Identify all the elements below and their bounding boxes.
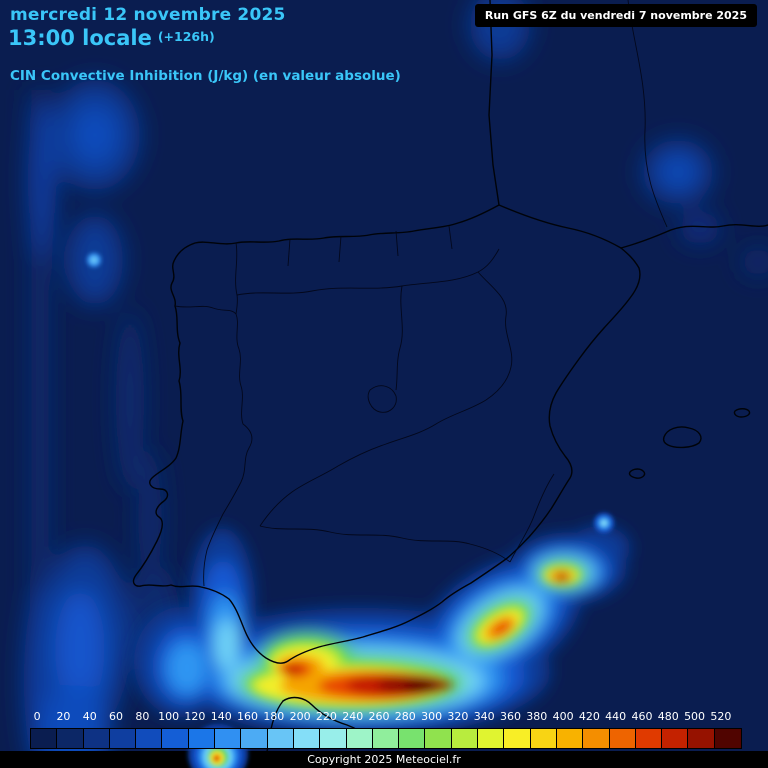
legend-label: 400 — [552, 710, 574, 723]
legend-swatch — [241, 729, 268, 748]
internal-borders — [174, 0, 668, 587]
time-line: 13:00 locale (+126h) — [8, 26, 215, 50]
legend-label: 220 — [315, 710, 337, 723]
legend-swatch — [31, 729, 58, 748]
legend-swatch — [320, 729, 347, 748]
legend-label: 0 — [33, 710, 41, 723]
date-line: mercredi 12 novembre 2025 — [10, 5, 286, 25]
legend-swatch — [162, 729, 189, 748]
cin-small-spot-west — [87, 253, 101, 267]
copyright-bar: Copyright 2025 Meteociel.fr — [0, 751, 768, 768]
legend-label: 340 — [473, 710, 495, 723]
legend-swatch — [215, 729, 242, 748]
legend-label: 80 — [135, 710, 150, 723]
legend-label: 120 — [184, 710, 206, 723]
legend-swatch — [688, 729, 715, 748]
legend-labels: 0 20 40 60 80 100 120 140 160 180 200 220 240 260 280 3… — [24, 710, 735, 724]
run-info-box: Run GFS 6Z du vendredi 7 novembre 2025 — [474, 4, 757, 27]
legend-swatch — [57, 729, 84, 748]
legend-label: 180 — [263, 710, 285, 723]
legend-label: 440 — [605, 710, 627, 723]
legend-label: 480 — [657, 710, 679, 723]
legend-swatch — [83, 729, 110, 748]
legend-swatch — [109, 729, 137, 748]
legend-swatch — [556, 729, 584, 748]
legend-label: 360 — [499, 710, 521, 723]
legend-swatch — [662, 729, 689, 748]
legend-swatch — [267, 729, 294, 748]
local-time: 13:00 locale — [8, 26, 152, 50]
legend-swatch — [478, 729, 505, 748]
legend-label: 380 — [526, 710, 548, 723]
legend-label: 320 — [447, 710, 469, 723]
legend-label: 160 — [237, 710, 259, 723]
legend-swatch — [714, 729, 742, 748]
legend-label: 140 — [210, 710, 232, 723]
legend-label: 40 — [82, 710, 97, 723]
legend-swatch — [188, 729, 216, 748]
legend-label: 420 — [578, 710, 600, 723]
legend-label: 60 — [109, 710, 124, 723]
legend-label: 500 — [684, 710, 706, 723]
legend-swatch — [530, 729, 557, 748]
legend-swatch — [609, 729, 636, 748]
forecast-offset: (+126h) — [157, 29, 215, 44]
legend-swatch — [136, 729, 163, 748]
legend-swatch — [583, 729, 610, 748]
legend-swatch — [372, 729, 400, 748]
legend-label: 460 — [631, 710, 653, 723]
legend-swatch — [635, 729, 663, 748]
legend-label: 280 — [394, 710, 416, 723]
legend-label: 300 — [421, 710, 443, 723]
parameter-title: CIN Convective Inhibition (J/kg) (en val… — [10, 68, 401, 84]
legend-label: 100 — [158, 710, 180, 723]
cin-main-blob-core — [249, 565, 581, 707]
legend-swatch — [425, 729, 452, 748]
legend-label: 20 — [56, 710, 71, 723]
legend-swatch — [399, 729, 426, 748]
legend-label: 200 — [289, 710, 311, 723]
legend-label: 260 — [368, 710, 390, 723]
coastlines — [132, 0, 768, 768]
legend-swatches — [30, 728, 743, 749]
legend-label: 240 — [342, 710, 364, 723]
legend-swatch — [504, 729, 531, 748]
legend-swatch — [346, 729, 373, 748]
legend-label: 520 — [710, 710, 732, 723]
legend-swatch — [293, 729, 321, 748]
cin-dot-east — [594, 513, 614, 533]
cin-bottom-spot-overlay — [188, 751, 248, 768]
legend-swatch — [451, 729, 479, 748]
